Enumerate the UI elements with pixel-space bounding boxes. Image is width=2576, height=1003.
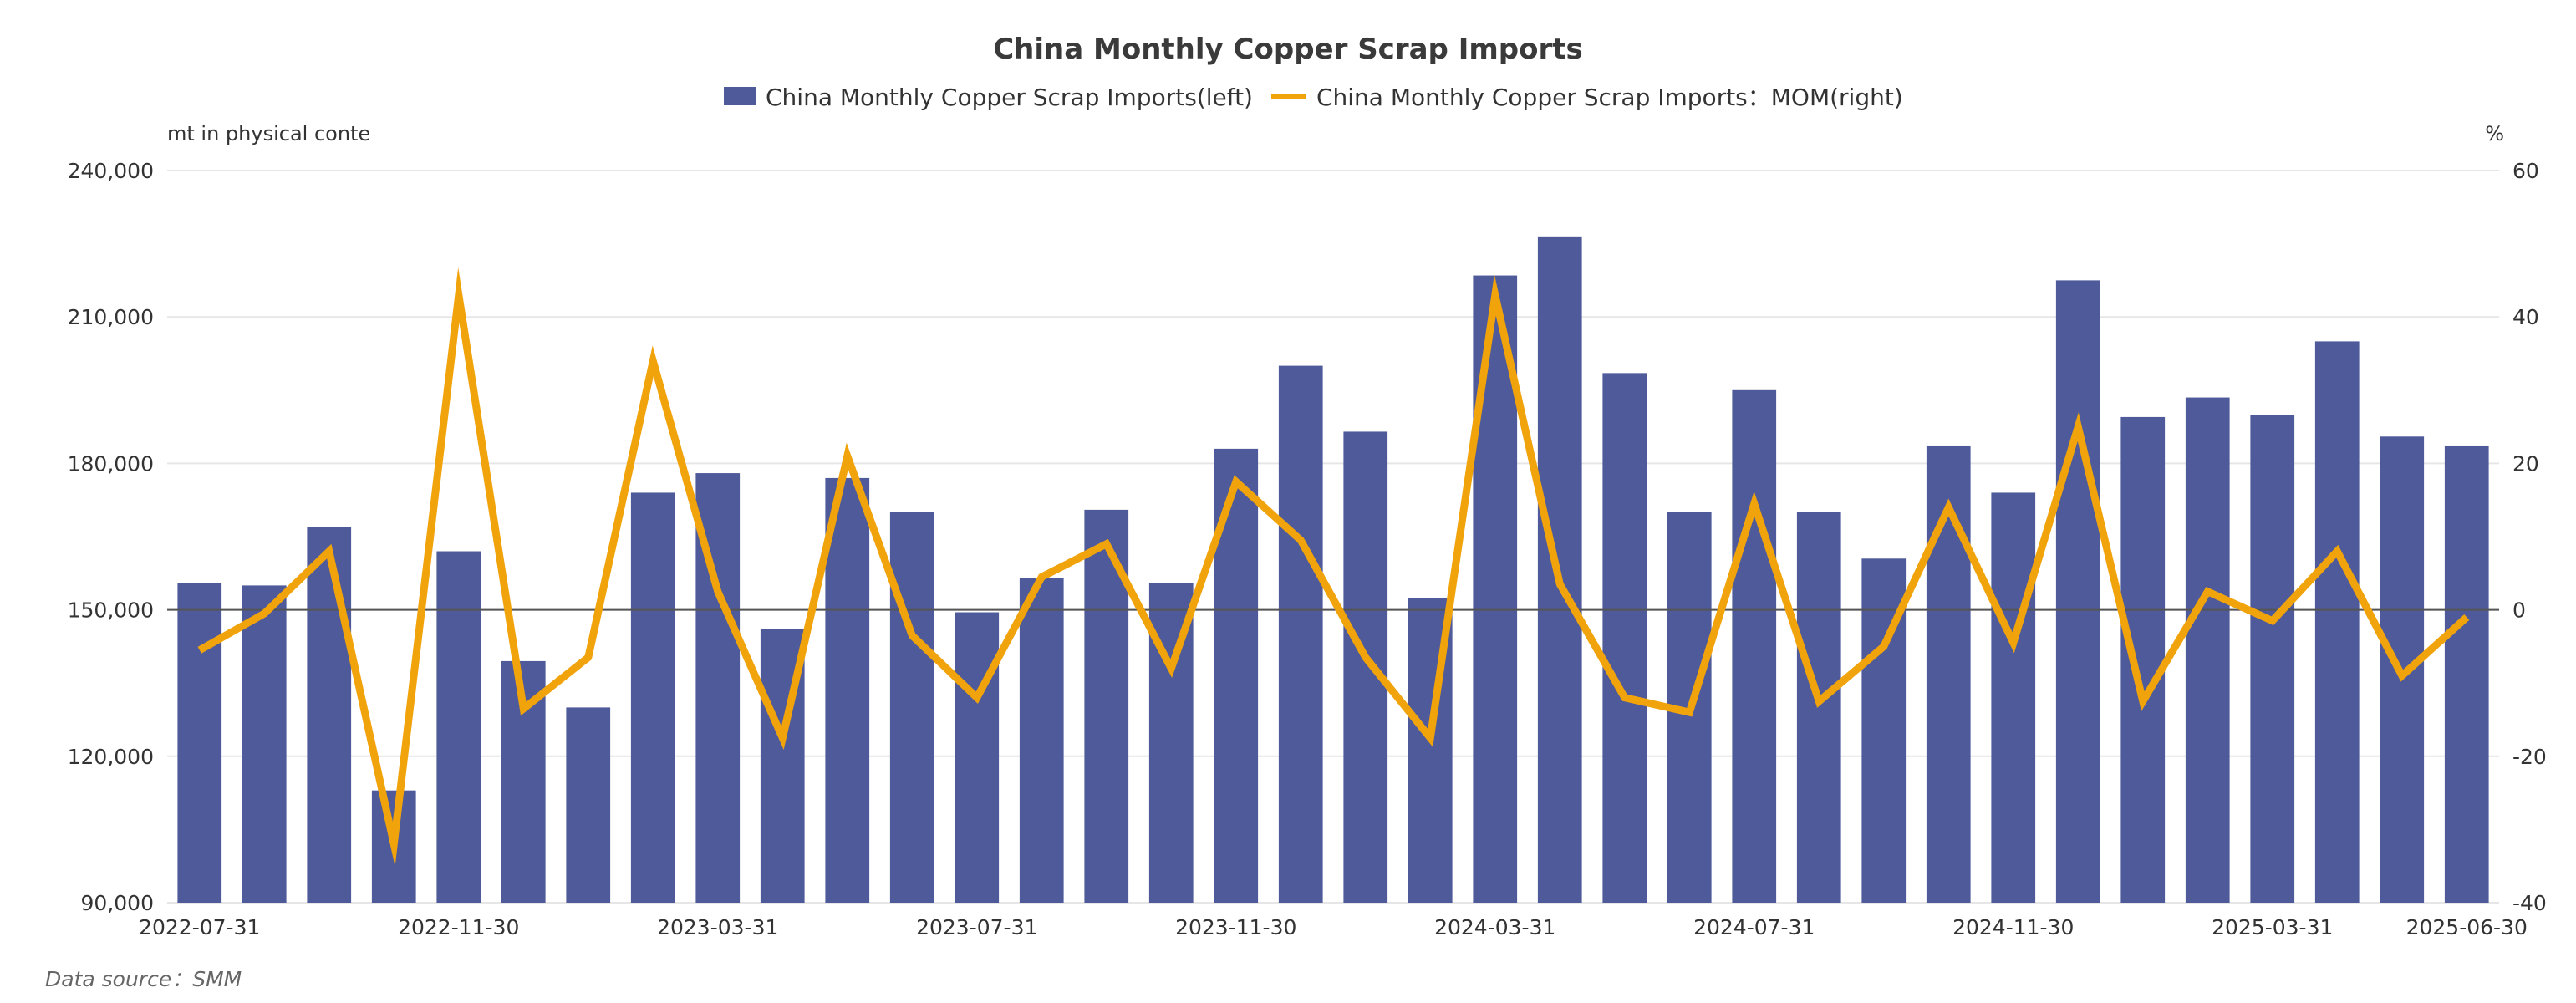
x-tick-label: 2025-03-31 <box>2212 915 2333 939</box>
right-tick-label: -20 <box>2512 745 2547 769</box>
bar <box>242 585 287 903</box>
bar <box>630 492 675 903</box>
bar <box>2185 397 2230 903</box>
legend: China Monthly Copper Scrap Imports(left)… <box>724 84 1903 111</box>
left-tick-label: 150,000 <box>68 598 154 623</box>
left-tick-label: 180,000 <box>68 451 154 476</box>
bar <box>1732 389 1777 903</box>
x-tick-label: 2023-07-31 <box>916 915 1037 939</box>
bar <box>1602 373 1647 903</box>
x-tick-label: 2024-07-31 <box>1693 915 1815 939</box>
left-tick-label: 240,000 <box>68 159 154 183</box>
x-tick-label: 2025-06-30 <box>2406 915 2528 939</box>
bar <box>1991 492 2036 903</box>
bar <box>436 551 481 903</box>
x-axis-ticks: 2022-07-31 2022-11-30 2023-03-31 2023-07-31… <box>139 915 2528 939</box>
left-tick-label: 120,000 <box>68 745 154 769</box>
left-tick-label: 210,000 <box>68 305 154 329</box>
bar <box>1019 578 1064 903</box>
bar <box>825 477 870 903</box>
bar <box>566 707 611 903</box>
bar <box>2055 280 2100 903</box>
left-axis-unit: mt in physical conte <box>167 122 370 145</box>
bar <box>2444 445 2489 903</box>
x-tick-label: 2024-11-30 <box>1952 915 2074 939</box>
x-tick-label: 2022-11-30 <box>398 915 519 939</box>
chart-title: China Monthly Copper Scrap Imports <box>993 33 1583 66</box>
bar <box>1343 431 1388 903</box>
bar <box>1278 365 1323 904</box>
x-tick-label: 2023-11-30 <box>1175 915 1296 939</box>
bar <box>1796 512 1841 903</box>
bar <box>307 527 352 903</box>
x-tick-label: 2022-07-31 <box>139 915 260 939</box>
x-tick-label: 2024-03-31 <box>1434 915 1555 939</box>
bar <box>177 583 222 903</box>
bar-series <box>177 236 2489 904</box>
legend-label-imports: China Monthly Copper Scrap Imports(left) <box>766 84 1253 111</box>
legend-swatch-bars <box>724 87 756 105</box>
bar <box>2250 415 2295 903</box>
left-axis-ticks: 240,000 210,000 180,000 150,000 120,000 90,00… <box>68 159 154 915</box>
right-tick-label: 40 <box>2512 305 2539 329</box>
right-tick-label: 0 <box>2512 598 2526 623</box>
line-series <box>197 267 2470 867</box>
left-tick-label: 90,000 <box>81 891 154 915</box>
bar <box>2120 416 2166 903</box>
mom-line <box>197 267 2470 867</box>
data-source: Data source：SMM <box>45 967 242 991</box>
right-axis-ticks: 60 40 20 0 -20 -40 <box>2512 159 2547 915</box>
right-tick-label: 20 <box>2512 451 2539 476</box>
bar <box>2314 341 2360 903</box>
right-axis-unit: % <box>2485 122 2504 145</box>
right-tick-label: -40 <box>2512 891 2547 915</box>
x-tick-label: 2023-03-31 <box>657 915 778 939</box>
right-tick-label: 60 <box>2512 159 2539 183</box>
bar <box>1926 445 1971 903</box>
bar <box>889 512 934 903</box>
bar <box>955 612 1000 903</box>
legend-label-mom: China Monthly Copper Scrap Imports：MOM(r… <box>1316 84 1903 111</box>
